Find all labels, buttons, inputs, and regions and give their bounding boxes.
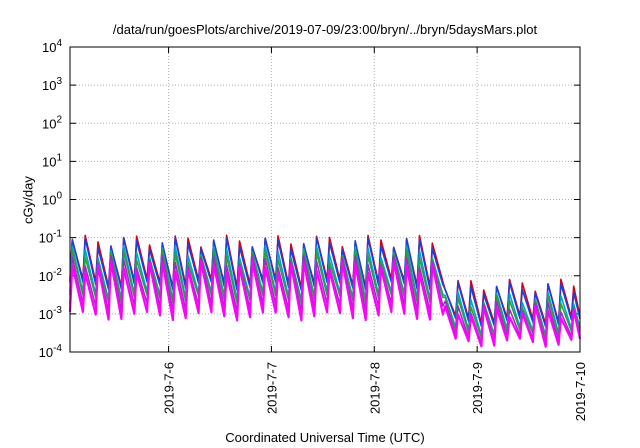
y-tick-label: 10-1 (39, 229, 63, 246)
y-tick-label: 10-2 (39, 267, 63, 284)
x-tick-label: 2019-7-6 (162, 362, 177, 414)
x-tick-label: 2019-7-10 (573, 362, 588, 421)
y-tick-label: 10-4 (39, 343, 63, 360)
y-tick-label: 102 (42, 114, 62, 131)
x-tick-label: 2019-7-7 (264, 362, 279, 414)
series-line (68, 260, 582, 348)
plot-frame (69, 46, 581, 353)
y-tick-label: 100 (42, 191, 62, 208)
y-tick-label: 103 (42, 76, 62, 93)
y-axis-label: cGy/day (20, 176, 36, 224)
x-axis-label: Coordinated Universal Time (UTC) (225, 430, 425, 445)
y-tick-label: 104 (42, 38, 62, 55)
y-tick-label: 10-3 (39, 305, 63, 322)
x-tick-label: 2019-7-8 (367, 362, 382, 414)
chart-title: /data/run/goesPlots/archive/2019-07-09/2… (112, 22, 538, 37)
y-tick-label: 101 (42, 152, 62, 169)
x-tick-label: 2019-7-9 (470, 362, 485, 414)
